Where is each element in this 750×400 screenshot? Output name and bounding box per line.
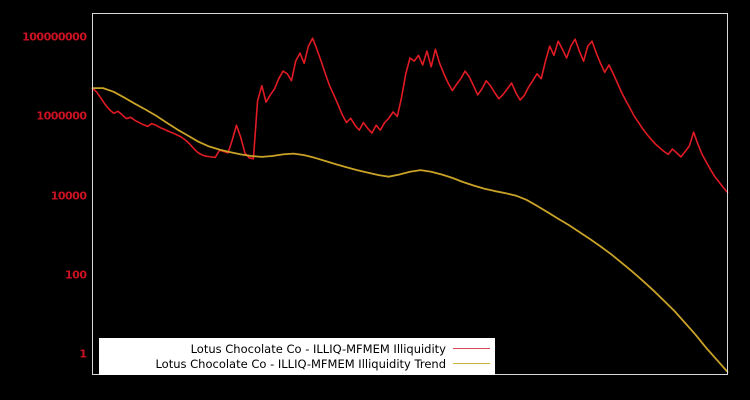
legend-item[interactable]: Lotus Chocolate Co - ILLIQ-MFMEM Illiqui… — [104, 356, 490, 371]
legend-swatch-illiquidity-trend — [453, 363, 490, 364]
series-layer — [91, 37, 729, 373]
y-axis-tick-1000000: 1000000 — [36, 109, 87, 123]
y-axis-tick-10000: 10000 — [50, 189, 87, 203]
y-axis-tick-100: 100 — [65, 268, 87, 282]
chart-legend[interactable]: Lotus Chocolate Co - ILLIQ-MFMEM Illiqui… — [99, 338, 495, 375]
legend-label-illiquidity-trend: Lotus Chocolate Co - ILLIQ-MFMEM Illiqui… — [155, 356, 446, 371]
y-axis-tick-1: 1 — [79, 347, 87, 361]
series-line-illiquidity — [91, 37, 729, 194]
legend-label-illiquidity: Lotus Chocolate Co - ILLIQ-MFMEM Illiqui… — [190, 341, 446, 356]
series-line-illiquidity-trend — [91, 87, 729, 373]
legend-swatch-illiquidity — [453, 348, 490, 349]
legend-item[interactable]: Lotus Chocolate Co - ILLIQ-MFMEM Illiqui… — [104, 341, 490, 356]
y-axis-tick-100000000: 100000000 — [22, 30, 87, 44]
